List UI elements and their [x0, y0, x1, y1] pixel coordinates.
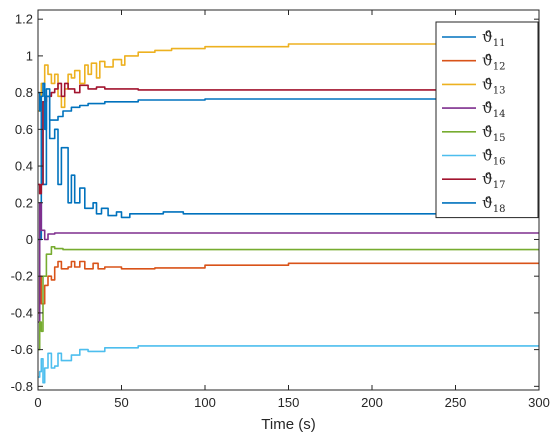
x-tick-label: 300	[528, 395, 550, 410]
x-tick-label: 100	[194, 395, 216, 410]
x-tick-label: 250	[445, 395, 467, 410]
legend-label-13: ϑ̂13	[482, 75, 505, 96]
legend-label-17: ϑ̂17	[482, 170, 505, 191]
legend-label-18: ϑ̂18	[482, 194, 505, 215]
y-tick-label: 0	[26, 232, 33, 247]
legend-label-16: ϑ̂16	[482, 147, 505, 168]
y-tick-label: 1.2	[15, 12, 33, 27]
series-line-18	[38, 82, 539, 131]
legend-label-12: ϑ̂12	[482, 52, 505, 73]
y-tick-label: -0.8	[11, 379, 33, 394]
series-line-11	[38, 88, 539, 241]
y-tick-label: 0.6	[15, 122, 33, 137]
legend-label-14: ϑ̂14	[482, 99, 505, 120]
y-tick-label: -0.6	[11, 342, 33, 357]
y-tick-label: 1	[26, 48, 33, 63]
x-tick-label: 50	[114, 395, 128, 410]
y-tick-label: -0.4	[11, 305, 33, 320]
y-tick-label: 0.4	[15, 159, 33, 174]
series-line-12	[38, 260, 539, 314]
legend-box	[435, 21, 539, 219]
y-tick-label: 0.2	[15, 195, 33, 210]
x-tick-label: 0	[34, 395, 41, 410]
series-line-15	[38, 246, 539, 351]
series-line-13	[38, 43, 539, 112]
x-tick-label: 200	[361, 395, 383, 410]
x-tick-label: 150	[278, 395, 300, 410]
x-axis-label: Time (s)	[261, 416, 315, 433]
y-tick-label: -0.2	[11, 269, 33, 284]
y-tick-label: 0.8	[15, 85, 33, 100]
legend: ϑ̂11 ϑ̂12ϑ̂13 ϑ̂14 ϑ̂15 ϑ̂16ϑ̂17 ϑ̂18	[435, 21, 539, 219]
ticks-layer: 0 50 100 150 200 250 300 -0.8 -0.6 -0.4 -0.2 0 0.2 0.…	[11, 10, 550, 410]
legend-label-11: ϑ̂11	[482, 28, 505, 49]
series-line-16	[38, 345, 539, 384]
legend-label-15: ϑ̂15	[482, 123, 505, 144]
